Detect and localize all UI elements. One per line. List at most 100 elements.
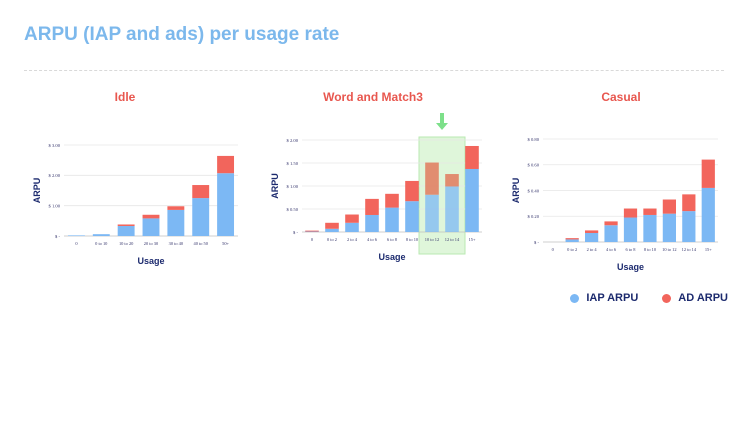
legend-swatch-ad: [662, 293, 672, 303]
y-tick-label: $ -: [293, 230, 298, 235]
bar-iap: [345, 222, 359, 232]
slide-title: ARPU (IAP and ads) per usage rate: [24, 24, 340, 45]
bar-ad: [305, 230, 319, 232]
legend-label-ad: AD ARPU: [678, 292, 728, 304]
x-axis-title: Usage: [378, 252, 405, 262]
x-tick-label: 15+: [705, 247, 712, 252]
y-tick-label: $ 0.80: [528, 137, 540, 142]
y-tick-label: $ 0.50: [287, 207, 299, 212]
y-tick-label: $ 3.00: [49, 143, 61, 148]
chart-title: Word and Match3: [323, 90, 423, 104]
legend-item-iap: IAP ARPU: [570, 292, 638, 304]
bar-ad: [365, 198, 379, 215]
x-tick-label: 6 to 8: [387, 237, 398, 242]
bar-ad: [445, 174, 459, 187]
bar-iap: [117, 225, 135, 236]
chart-svg: $ - $ 0.20 $ 0.40 $ 0.60 $ 0.80 0 0 to 2 2 to 4…: [511, 137, 718, 272]
x-axis-title: Usage: [137, 256, 164, 266]
chart-title: Idle: [114, 90, 136, 104]
bar-ad: [585, 230, 599, 233]
bar-ad: [167, 206, 185, 210]
x-tick-label: 0: [311, 237, 314, 242]
bar-iap: [604, 225, 618, 242]
chart-idle: Idle $ - $ 1.00 $ 2.00 $ 3.00 0 0 to 10 10 to …: [0, 88, 250, 278]
y-tick-label: $ 1.50: [287, 161, 299, 166]
bar-ad: [604, 221, 618, 226]
y-axis-title: ARPU: [270, 173, 280, 199]
bar-iap: [623, 217, 638, 242]
bar-ad: [117, 224, 135, 226]
chart-svg: $ - $ 1.00 $ 2.00 $ 3.00 0 0 to 10 10 to 20 20 …: [32, 143, 238, 266]
y-tick-label: $ -: [55, 234, 60, 239]
x-tick-label: 10 to 20: [119, 241, 134, 246]
x-tick-label: 0 to 2: [567, 247, 577, 252]
bar-ad: [682, 194, 696, 212]
bar-iap: [662, 213, 676, 242]
bar-ad: [465, 145, 479, 169]
x-tick-label: 20 to 30: [144, 241, 159, 246]
x-tick-label: 30 to 40: [169, 241, 184, 246]
bar-iap: [67, 235, 85, 236]
highlight-arrow-head: [436, 123, 448, 130]
bar-ad: [325, 222, 339, 229]
bar-ad: [385, 193, 399, 208]
bar-ad: [425, 162, 439, 195]
x-tick-label: 10 to 12: [662, 247, 676, 252]
x-tick-label: 10 to 12: [425, 237, 439, 242]
bar-iap: [445, 186, 459, 232]
bar-iap: [565, 239, 579, 242]
title-divider: [24, 70, 724, 71]
bar-iap: [465, 168, 479, 232]
x-tick-label: 0 to 10: [95, 241, 108, 246]
bar-ad: [345, 214, 359, 223]
x-tick-label: 4 to 6: [367, 237, 378, 242]
bar-ad: [643, 208, 657, 215]
y-tick-label: $ 1.00: [49, 203, 61, 208]
legend-swatch-iap: [570, 293, 580, 303]
bar-iap: [585, 232, 599, 242]
x-tick-label: 12 to 14: [445, 237, 460, 242]
y-tick-label: $ 1.00: [287, 184, 299, 189]
y-axis-title: ARPU: [32, 178, 42, 204]
x-tick-label: 2 to 4: [587, 247, 598, 252]
highlight-arrow-shaft: [440, 113, 444, 124]
bar-ad: [662, 199, 676, 214]
bar-iap: [142, 218, 160, 236]
y-tick-label: $ 0.20: [528, 214, 540, 219]
bar-ad: [623, 208, 638, 218]
x-tick-label: 40 to 50: [194, 241, 209, 246]
chart-casual: Casual $ - $ 0.20 $ 0.40 $ 0.60 $ 0.80 0 0 to …: [496, 88, 746, 278]
bar-iap: [325, 228, 339, 232]
x-axis-title: Usage: [617, 262, 644, 272]
y-tick-label: $ 2.00: [49, 173, 61, 178]
x-tick-label: 2 to 4: [347, 237, 358, 242]
y-tick-label: $ 0.60: [528, 163, 540, 168]
legend: IAP ARPU AD ARPU: [570, 292, 728, 304]
x-tick-label: 0 to 2: [327, 237, 337, 242]
x-tick-label: 0: [75, 241, 78, 246]
chart-svg: $ - $ 0.50 $ 1.00 $ 1.50 $ 2.00 0 0 to 2 2 to 4…: [270, 113, 482, 262]
bar-iap: [682, 211, 696, 242]
bar-iap: [167, 209, 185, 236]
chart-title: Casual: [601, 90, 641, 104]
bar-ad: [142, 214, 160, 219]
bar-ad: [701, 159, 715, 188]
legend-label-iap: IAP ARPU: [586, 292, 639, 304]
bar-iap: [92, 234, 110, 236]
x-tick-label: 8 to 10: [644, 247, 657, 252]
bar-iap: [385, 207, 399, 232]
y-axis-title: ARPU: [511, 178, 521, 204]
y-tick-label: $ 0.40: [528, 188, 540, 193]
bar-iap: [425, 194, 439, 232]
x-tick-label: 0: [552, 247, 555, 252]
bar-ad: [192, 185, 210, 199]
bar-iap: [405, 201, 419, 232]
bar-iap: [192, 198, 210, 236]
bar-ad: [217, 155, 235, 174]
x-tick-label: 50+: [222, 241, 229, 246]
bar-iap: [701, 187, 715, 242]
x-tick-label: 12 to 14: [682, 247, 697, 252]
bar-iap: [643, 214, 657, 242]
bar-ad: [405, 180, 419, 202]
y-tick-label: $ 2.00: [287, 138, 299, 143]
